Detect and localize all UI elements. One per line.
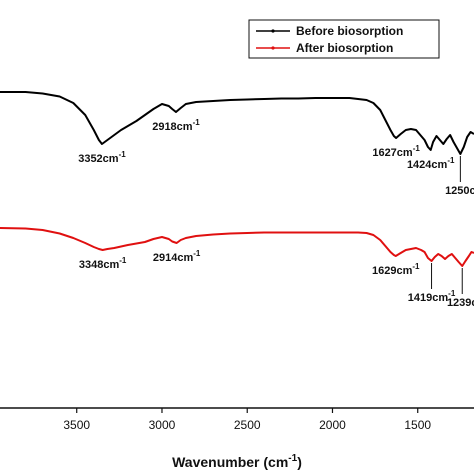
peak-label: 1627cm-1 [372,144,420,159]
peak-label: 1629cm-1 [372,262,420,277]
legend: Before biosorption After biosorption [248,19,440,59]
peak-label: 2914cm-1 [153,249,201,264]
series-layer [0,91,474,267]
x-axis-title-main: Wavenumber (cm [172,454,288,470]
series-line-after [0,227,474,267]
x-tick-label: 3500 [63,418,90,432]
peak-label: 1239c [447,297,474,309]
x-ticks: 3500 3000 2500 2000 1500 [63,408,431,432]
legend-box [248,19,440,59]
legend-marker-after [271,46,275,50]
peak-label: 1419cm-1 [408,289,456,304]
x-tick-label: 2500 [234,418,261,432]
peak-label: 1250c [445,185,474,197]
legend-label-before: Before biosorption [296,24,403,38]
peak-label: 1424cm-1 [407,156,455,171]
legend-marker-before [271,29,275,33]
x-tick-label: 3000 [149,418,176,432]
peak-label: 2918cm-1 [152,118,200,133]
peak-label: 3348cm-1 [79,256,127,271]
x-axis-title-sup: -1 [288,453,297,464]
x-tick-label: 1500 [404,418,431,432]
x-axis-title-close: ) [297,454,302,470]
peak-label: 3352cm-1 [78,150,126,165]
x-axis-title: Wavenumber (cm-1) [172,453,302,470]
legend-label-after: After biosorption [296,41,393,55]
x-tick-label: 2000 [319,418,346,432]
series-line-before [0,91,474,155]
plot-area: 3500 3000 2500 2000 1500 3352cm-1 2918cm-1 162… [0,91,474,432]
